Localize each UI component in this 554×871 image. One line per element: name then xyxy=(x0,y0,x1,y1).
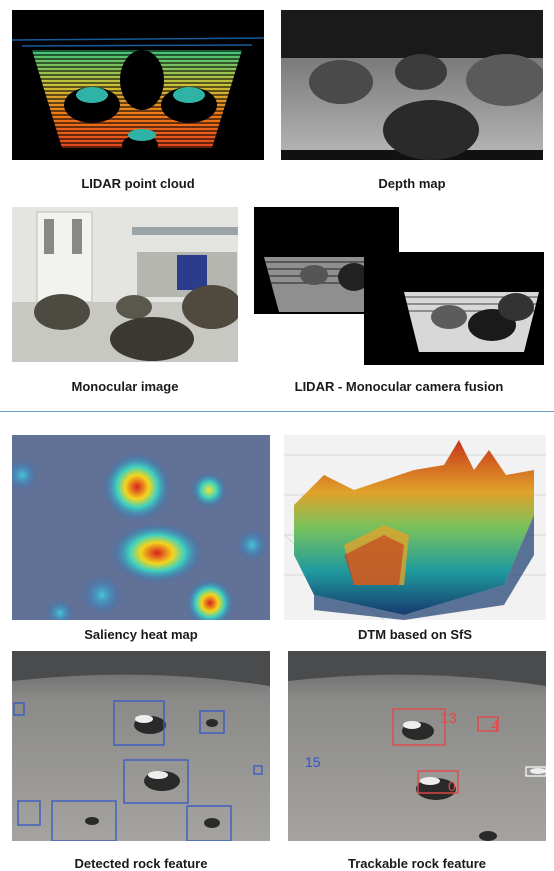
caption-lidar-monocular-fusion: LIDAR - Monocular camera fusion xyxy=(294,379,504,394)
caption-lidar-point-cloud: LIDAR point cloud xyxy=(81,176,195,191)
track-id-label: 4 xyxy=(491,717,499,733)
dtm-sfs-image xyxy=(284,435,546,620)
saliency-heat-map-image xyxy=(12,435,270,620)
monocular-image xyxy=(12,207,238,362)
section-divider xyxy=(0,411,554,412)
caption-detected-rock: Detected rock feature xyxy=(74,856,208,871)
lidar-point-cloud-image xyxy=(12,10,264,160)
detected-rock-image xyxy=(12,651,270,841)
caption-dtm-sfs: DTM based on SfS xyxy=(357,627,473,642)
lidar-camera-fusion-image xyxy=(254,207,544,365)
caption-depth-map: Depth map xyxy=(378,176,446,191)
track-id-label: 13 xyxy=(440,710,457,727)
caption-saliency-heat-map: Saliency heat map xyxy=(84,627,198,642)
depth-map-image xyxy=(281,10,543,160)
trackable-rock-image: 13 4 15 0 xyxy=(288,651,546,841)
track-id-label: 15 xyxy=(305,754,321,770)
track-id-label: 0 xyxy=(448,778,456,794)
caption-trackable-rock: Trackable rock feature xyxy=(347,856,487,871)
caption-monocular-image: Monocular image xyxy=(71,379,179,394)
